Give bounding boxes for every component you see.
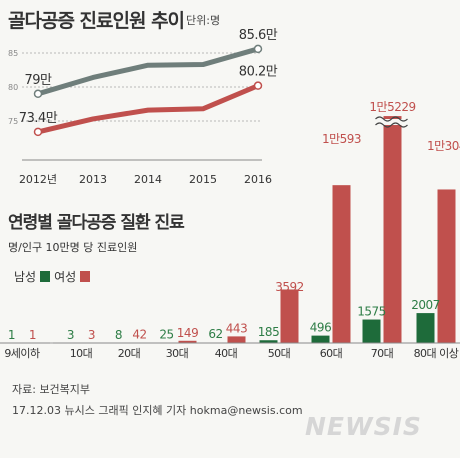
bar-label-female: 149 (177, 326, 198, 340)
bar-female (332, 185, 351, 343)
x-tick-label: 9세이하 (4, 346, 40, 360)
axis-break-mark (375, 116, 408, 122)
bar-label-male: 2007 (411, 298, 440, 312)
bar-label-male: 3 (67, 328, 74, 342)
x-tick-label: 10대 (70, 347, 93, 360)
bar-label-male: 185 (258, 325, 279, 339)
data-label: 80.2만 (239, 65, 278, 80)
bar-male (416, 313, 435, 343)
bar-label-male: 8 (115, 328, 122, 342)
page-title: 골다공증 진료인원 추이 (8, 10, 185, 32)
bar-label-male: 496 (310, 321, 331, 335)
section-title: 연령별 골다공증 질환 진료 (8, 213, 185, 233)
credit-note: 17.12.03 뉴시스 그래픽 인지혜 기자 hokma@newsis.com (12, 404, 303, 417)
bar-male (311, 335, 330, 343)
data-label: 79만 (24, 73, 52, 88)
x-tick-label: 70대 (371, 347, 394, 360)
bar-label-female: 1 (29, 328, 36, 342)
bar-female (178, 340, 197, 343)
section-subtitle: 명/인구 10만명 당 진료인원 (8, 241, 138, 254)
x-tick-label: 20대 (118, 347, 141, 360)
trend-line-chart: 85 80 75 2012년 2013 2014 2015 2016 79만 85.6만 73.4만… (8, 28, 278, 186)
axis-break-mark (375, 122, 408, 128)
legend-female-label: 여성 (54, 270, 77, 284)
bar-female (280, 289, 299, 343)
bar-label-female: 42 (132, 327, 146, 341)
bar-female (227, 336, 246, 343)
x-tick-label: 60대 (320, 347, 343, 360)
data-point (253, 81, 263, 90)
bar-label-male: 1575 (357, 305, 386, 319)
x-tick-label: 2015 (189, 173, 217, 186)
legend-male-swatch (40, 271, 51, 282)
x-tick-label: 80대 이상 (414, 347, 459, 360)
bar-female (383, 116, 402, 344)
bar-label-female: 443 (226, 321, 247, 335)
legend-male-label: 남성 (14, 270, 37, 284)
bar-label-female: 1만593 (322, 132, 361, 146)
age-bar-chart: 1 1 9세이하 3 3 10대 8 42 20대 25 149 30대 62 443 40대 185 3592… (0, 100, 460, 360)
y-tick-label: 80 (8, 83, 18, 92)
bar-female (437, 189, 456, 343)
x-tick-label: 2013 (79, 173, 107, 186)
data-point (33, 89, 43, 99)
data-point (33, 127, 43, 137)
data-label: 73.4만 (19, 111, 58, 126)
series-line (35, 46, 261, 97)
axis-break-gap (377, 119, 408, 125)
series-line (35, 83, 261, 135)
x-tick-label: 50대 (268, 347, 291, 360)
x-tick-label: 2016 (244, 173, 272, 186)
unit-label: 단위:명 (186, 14, 221, 27)
bar-male (259, 340, 278, 343)
legend: 남성 여성 (14, 268, 92, 285)
source-note: 자료: 보건복지부 (12, 383, 91, 396)
y-tick-label: 85 (8, 49, 18, 58)
bar-label-female: 1만5229 (369, 100, 415, 114)
bar-male (362, 319, 381, 343)
bar-label-female: 3 (88, 328, 95, 342)
bar-label-female: 3592 (275, 280, 304, 294)
bar-label-male: 1 (8, 328, 15, 342)
x-tick-label: 2014 (134, 173, 162, 186)
y-tick-label: 75 (8, 117, 18, 126)
x-tick-label: 30대 (166, 347, 189, 360)
x-tick-label: 2012년 (19, 173, 57, 186)
data-label: 85.6만 (239, 28, 278, 43)
newsis-watermark: NEWSIS (305, 412, 422, 441)
bar-label-female: 1만304 (427, 139, 460, 153)
bar-label-male: 25 (159, 328, 173, 342)
x-tick-label: 40대 (215, 347, 238, 360)
data-point (253, 44, 263, 54)
bar-label-male: 62 (208, 327, 222, 341)
legend-female-swatch (80, 271, 91, 282)
